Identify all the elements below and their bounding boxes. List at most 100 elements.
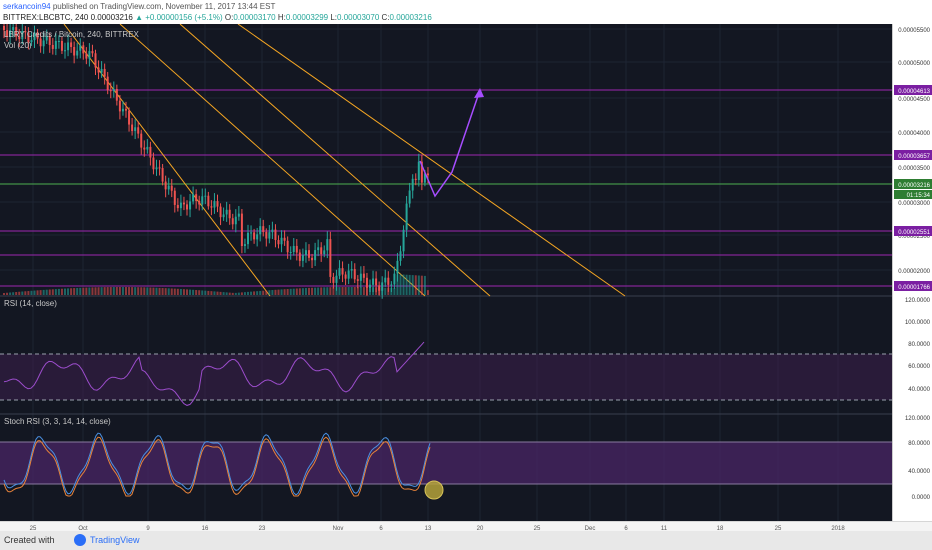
volume-bar bbox=[146, 287, 149, 295]
volume-bar bbox=[277, 289, 280, 295]
volume-bar bbox=[323, 287, 326, 295]
stoch-d-line bbox=[3, 436, 431, 497]
volume-bar bbox=[167, 288, 170, 295]
candle-body bbox=[274, 229, 277, 241]
candle-body bbox=[6, 30, 9, 37]
candle-body bbox=[344, 274, 347, 279]
volume-bar bbox=[201, 290, 204, 295]
volume-bar bbox=[283, 289, 286, 295]
time-tick-label: Nov bbox=[333, 526, 344, 532]
volume-bar bbox=[112, 287, 115, 295]
candle-body bbox=[219, 206, 222, 218]
volume-bar bbox=[256, 291, 259, 295]
candle-body bbox=[48, 36, 51, 45]
volume-bar bbox=[216, 291, 219, 295]
candle-body bbox=[268, 232, 271, 239]
rsi-tick-label: 80.0000 bbox=[908, 342, 930, 348]
candle-body bbox=[222, 214, 225, 218]
volume-bar bbox=[179, 289, 182, 295]
candle-body bbox=[100, 68, 103, 73]
volume-bar bbox=[341, 287, 344, 295]
tradingview-brand-link[interactable]: TradingView bbox=[90, 535, 140, 545]
candle-body bbox=[91, 51, 94, 54]
volume-bar bbox=[76, 287, 79, 295]
volume-bar bbox=[195, 290, 198, 295]
chart-drawing[interactable] bbox=[0, 24, 892, 521]
candle-body bbox=[320, 247, 323, 255]
volume-bar bbox=[82, 287, 85, 295]
volume-bar bbox=[12, 292, 15, 295]
candle-body bbox=[201, 196, 204, 205]
author-link[interactable]: serkancoin94 bbox=[3, 2, 51, 11]
candle-body bbox=[308, 250, 310, 258]
publish-text: published on TradingView.com, November 1… bbox=[52, 2, 276, 11]
volume-bar bbox=[21, 291, 24, 295]
volume-bar bbox=[57, 288, 60, 295]
time-tick-label: 25 bbox=[775, 526, 782, 532]
volume-bar bbox=[94, 287, 97, 295]
volume-label: Vol (20) bbox=[4, 41, 32, 50]
volume-bar bbox=[100, 287, 103, 295]
volume-bar bbox=[350, 287, 353, 295]
candle-body bbox=[30, 40, 33, 43]
volume-bar bbox=[213, 291, 216, 295]
volume-bar bbox=[204, 290, 207, 295]
candle-body bbox=[106, 76, 109, 91]
volume-bar bbox=[131, 287, 134, 295]
candle-body bbox=[115, 89, 118, 101]
candle-body bbox=[85, 53, 88, 59]
volume-bar bbox=[372, 287, 375, 295]
rsi-tick-label: 40.0000 bbox=[908, 387, 930, 393]
candle-body bbox=[76, 50, 79, 56]
volume-bar bbox=[228, 292, 231, 295]
arrow-head-icon bbox=[474, 88, 484, 98]
candle-body bbox=[414, 178, 417, 180]
candle-body bbox=[405, 203, 408, 230]
candle-body bbox=[128, 110, 131, 125]
time-tick-label: 20 bbox=[477, 526, 484, 532]
time-tick-label: 25 bbox=[534, 526, 541, 532]
volume-bar bbox=[137, 287, 140, 295]
candle-body bbox=[243, 244, 246, 247]
volume-bar bbox=[344, 287, 347, 295]
volume-bar bbox=[158, 287, 161, 295]
price-axis[interactable]: 0.00005500 0.00005000 0.00004500 0.00004000… bbox=[892, 24, 932, 521]
open-value: 0.00003170 bbox=[233, 13, 276, 22]
candle-body bbox=[176, 204, 179, 209]
up-arrow-icon: ▲ bbox=[135, 13, 144, 22]
candle-body bbox=[292, 245, 295, 252]
candle-body bbox=[332, 276, 335, 283]
level-tag-label: 0.00004613 bbox=[898, 89, 930, 95]
tradingview-logo-icon[interactable] bbox=[74, 534, 86, 546]
volume-bar bbox=[378, 287, 381, 295]
volume-bar bbox=[326, 287, 329, 295]
candle-body bbox=[192, 194, 195, 202]
volume-bar bbox=[143, 287, 146, 295]
volume-bar bbox=[231, 292, 234, 295]
volume-bar bbox=[411, 275, 414, 295]
candle-body bbox=[265, 231, 268, 239]
candle-body bbox=[198, 200, 201, 205]
last-price: 0.00003216 bbox=[90, 13, 133, 22]
chart-canvas[interactable]: LBRY Credits / Bitcoin, 240, BITTREX Vol… bbox=[0, 24, 892, 521]
volume-bar bbox=[393, 288, 396, 295]
level-tag-label: 0.00001766 bbox=[898, 285, 930, 291]
volume-bar bbox=[152, 287, 155, 295]
candle-body bbox=[317, 247, 320, 251]
candle-body bbox=[402, 229, 405, 252]
volume-bar bbox=[301, 288, 304, 295]
candle-body bbox=[97, 67, 100, 73]
candle-body bbox=[155, 167, 158, 170]
candle-body bbox=[280, 237, 283, 245]
candle-body bbox=[131, 124, 134, 132]
volume-bar bbox=[24, 291, 27, 295]
candle-body bbox=[167, 185, 170, 190]
volume-bar bbox=[271, 290, 274, 295]
volume-bar bbox=[332, 287, 335, 295]
candle-body bbox=[182, 202, 185, 205]
volume-bar bbox=[362, 287, 365, 295]
volume-bar bbox=[6, 292, 9, 295]
time-axis[interactable]: 25 Oct 9 16 23 Nov 6 13 20 25 Dec 6 11 18 25 2018 bbox=[0, 521, 932, 532]
volume-bar bbox=[289, 288, 292, 295]
volume-bar bbox=[3, 293, 5, 295]
